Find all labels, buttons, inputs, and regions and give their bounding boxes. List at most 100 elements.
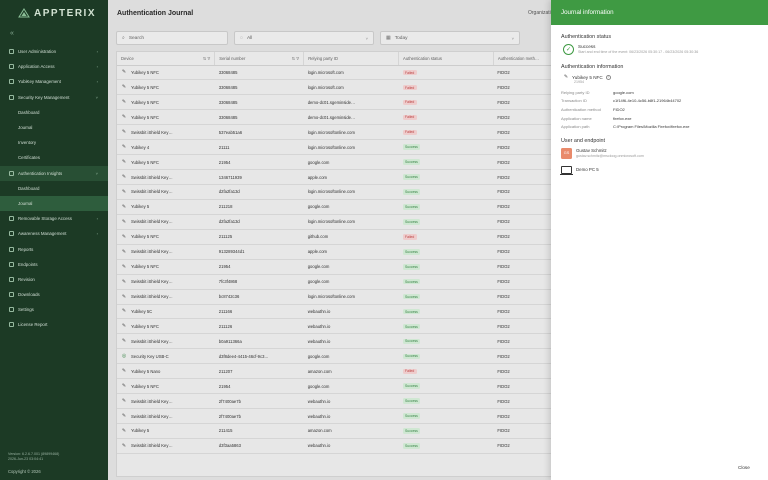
detail-value: firefox.exe	[613, 115, 632, 121]
drawer-backdrop[interactable]	[0, 0, 551, 480]
cell-device: ✎ Yubikey 5 NFC	[117, 318, 215, 335]
device-name: Yubikey 5 NFC	[572, 74, 603, 80]
drawer-title: Journal information	[551, 0, 768, 25]
cell-device: ✎ Yubikey 5 NFC	[117, 378, 215, 395]
cell-serial: 21111	[214, 139, 304, 156]
status-badge: Success	[402, 323, 421, 330]
search-icon: ⌕	[122, 35, 125, 41]
chevron-icon: ›	[96, 49, 98, 55]
detail-key: Application path	[561, 124, 590, 130]
sidebar-item-label: Journal	[18, 125, 33, 131]
status-section-title: Authentication status	[561, 34, 612, 40]
status-badge: Success	[402, 144, 421, 151]
sidebar-item-label: Endpoints	[18, 261, 38, 267]
detail-key: Authentication method	[561, 106, 601, 112]
cell-device: ✎ Swissbit iShield Key…	[117, 184, 215, 200]
nav-icon	[9, 79, 14, 85]
cell-status: Failed	[398, 229, 494, 245]
sidebar-item-journal[interactable]: Journal	[0, 195, 108, 212]
device-name: Yubikey 5 NFC	[131, 84, 159, 90]
cell-status: Success	[398, 199, 494, 215]
sidebar-item-inventory[interactable]: Inventory	[0, 135, 108, 150]
chevron-icon: ›	[96, 231, 98, 237]
sidebar-item-dashboard[interactable]: Dashboard	[0, 181, 108, 196]
collapse-sidebar-icon[interactable]: «	[10, 30, 14, 37]
close-button[interactable]: Close	[738, 465, 750, 470]
sort-filter-icon[interactable]: ⇅ ∇	[202, 55, 211, 61]
column-header[interactable]: Authentication status	[398, 52, 494, 66]
cell-serial: bc8742c36	[214, 289, 304, 305]
sidebar-item-removable-storage-access[interactable]: Removable Storage Access ›	[0, 211, 108, 226]
search-input[interactable]: ⌕ Search	[116, 31, 228, 45]
status-filter-select[interactable]: ◌ All ˅	[234, 31, 374, 45]
cell-serial: 211218	[214, 199, 304, 215]
sidebar-item-license-report[interactable]: License Report	[0, 317, 108, 332]
cell-relying-party: google.com	[303, 154, 399, 171]
column-header[interactable]: Device ⇅ ∇	[117, 52, 216, 66]
sidebar-nav: User Administration › Application Access › Y…	[0, 44, 108, 333]
nav-icon	[9, 49, 14, 55]
column-header-label: Authentication status	[403, 55, 442, 61]
sidebar-item-label: YubiKey Management	[18, 79, 61, 85]
detail-value: C:\Program Files\Mozilla Firefox\firefox…	[613, 124, 690, 130]
device-name: Swissbit iShield Key…	[131, 294, 173, 300]
cell-status: Success	[398, 169, 494, 185]
search-placeholder: Search	[128, 35, 145, 41]
sidebar-item-application-access[interactable]: Application Access ›	[0, 59, 108, 74]
detail-key: Transaction ID	[561, 98, 587, 104]
cell-serial: 211415	[214, 423, 304, 439]
sidebar-item-authentication-insights[interactable]: Authentication Insights ˅	[0, 165, 108, 181]
sidebar-item-user-administration[interactable]: User Administration ›	[0, 44, 108, 59]
status-badge: Success	[402, 174, 421, 180]
sidebar-item-dashboard[interactable]: Dashboard	[0, 105, 108, 120]
status-badge: Success	[402, 308, 421, 315]
status-badge: Success	[402, 263, 421, 270]
column-header[interactable]: Relying party ID	[303, 52, 400, 66]
key-icon: ✎	[121, 129, 127, 136]
sidebar-item-revision[interactable]: Revision	[0, 272, 108, 287]
key-icon: ✎	[121, 248, 127, 255]
app-logo[interactable]: APPTERIX	[0, 0, 108, 26]
date-filter-select[interactable]: ▦ Today ˅	[380, 31, 520, 45]
sidebar-item-reports[interactable]: Reports	[0, 241, 108, 256]
column-header[interactable]: Serial number ⇅ ∇	[214, 52, 305, 66]
sidebar-item-label: Awareness Management	[18, 231, 67, 237]
key-icon: ✎	[121, 293, 127, 300]
sidebar-item-endpoints[interactable]: Endpoints	[0, 257, 108, 272]
status-badge: Failed	[402, 234, 417, 240]
cell-device: ✎ Yubikey 5 Nano	[117, 363, 215, 380]
sidebar-item-label: Authentication Insights	[18, 170, 63, 176]
cell-serial: 21954	[214, 378, 304, 395]
cell-device: ✎ Swissbit iShield Key…	[117, 274, 215, 290]
cell-device: ✎ Swissbit iShield Key…	[117, 408, 215, 424]
sidebar-item-awareness-management[interactable]: Awareness Management ›	[0, 226, 108, 241]
sidebar-item-journal[interactable]: Journal	[0, 120, 108, 135]
cell-serial: d2fa2fa13d	[214, 184, 304, 200]
device-name: Swissbit iShield Key…	[131, 129, 173, 135]
chevron-down-icon: ˅	[365, 35, 368, 41]
check-circle-icon: ✓	[563, 44, 574, 55]
sidebar-item-label: Downloads	[18, 292, 40, 298]
cell-device: ✎ Yubikey 5C	[117, 304, 215, 320]
chevron-icon: ›	[96, 216, 98, 222]
organization-selector[interactable]: Organization	[528, 10, 557, 16]
key-icon: ✎	[121, 263, 127, 270]
column-header-label: Relying party ID	[308, 55, 338, 61]
sort-filter-icon[interactable]: ⇅ ∇	[291, 55, 300, 61]
sidebar-item-certificates[interactable]: Certificates	[0, 150, 108, 165]
cell-serial: 211126	[214, 318, 304, 335]
detail-row: Application name firefox.exe	[561, 114, 758, 123]
detail-value: FIDO2	[613, 106, 625, 112]
device-name: Yubikey 5 NFC	[131, 114, 159, 120]
device-name: Yubikey 5 Nano	[131, 368, 161, 374]
sidebar-item-settings[interactable]: Settings	[0, 302, 108, 317]
status-badge: Success	[402, 278, 421, 285]
status-badge: Success	[402, 443, 421, 449]
sidebar-item-downloads[interactable]: Downloads	[0, 287, 108, 302]
sidebar-item-yubikey-management[interactable]: YubiKey Management ›	[0, 74, 108, 89]
sidebar-item-security-key-management[interactable]: Security Key Management ˅	[0, 90, 108, 105]
cell-serial: 33068485	[214, 65, 304, 81]
device-name: Swissbit iShield Key…	[131, 219, 173, 225]
key-icon: ✎	[121, 278, 127, 285]
info-icon[interactable]: i	[605, 74, 611, 80]
